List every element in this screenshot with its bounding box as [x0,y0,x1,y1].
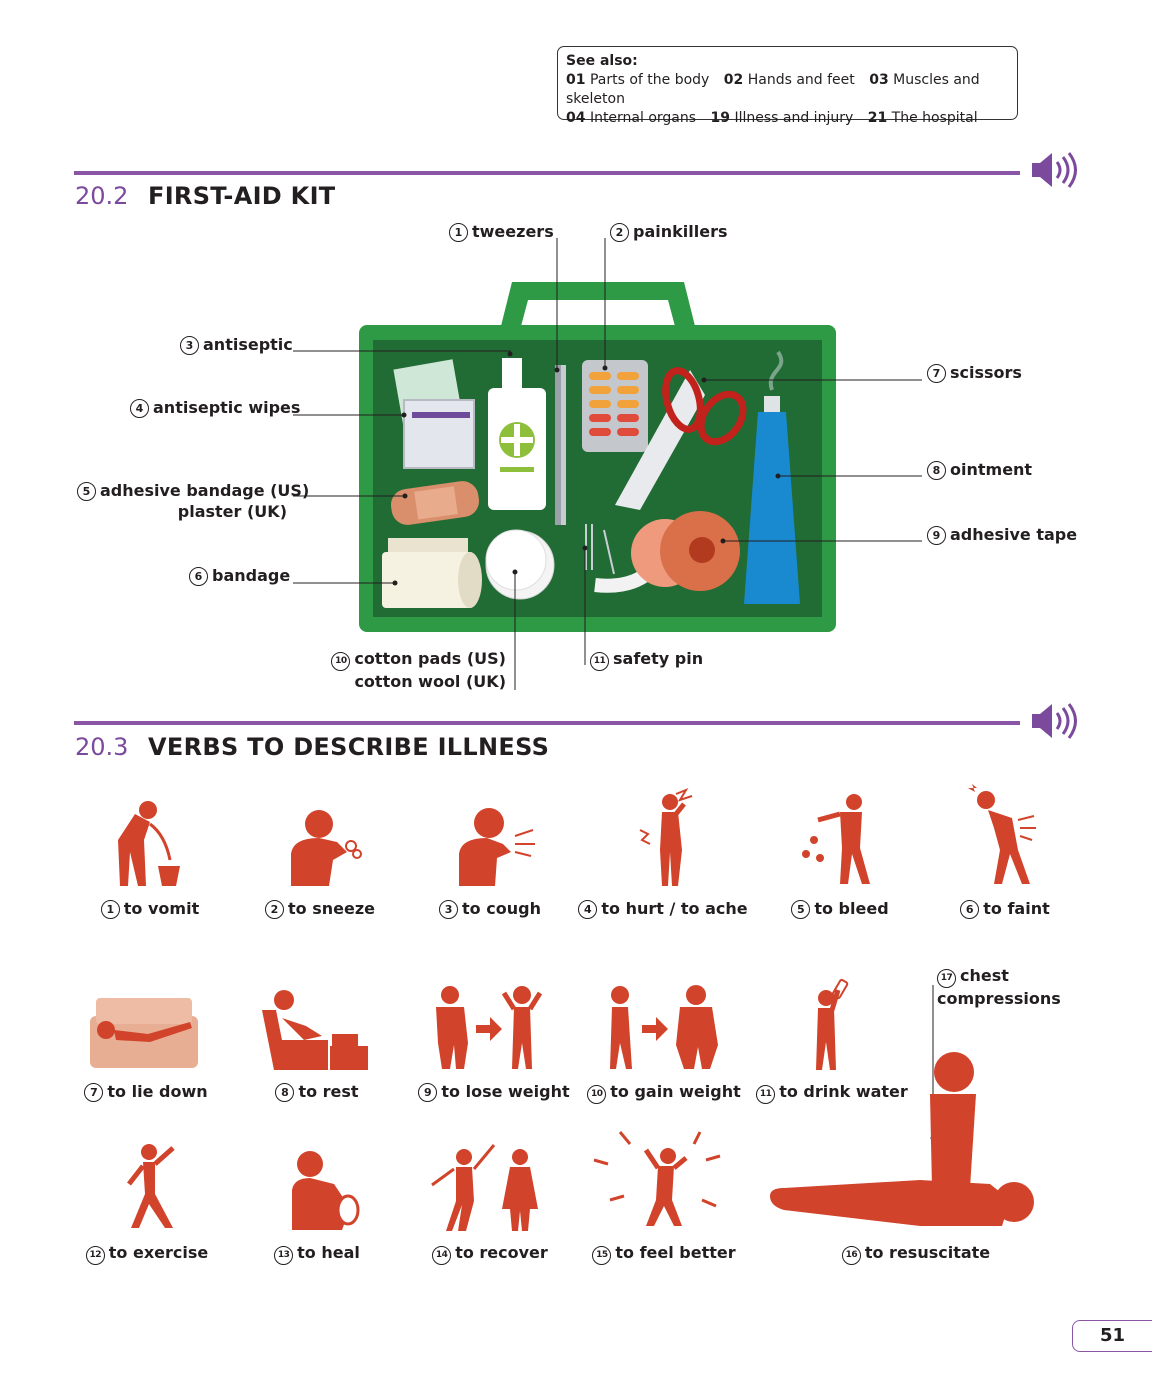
verb-label-recover: 14 to recover [410,1243,570,1265]
see-also-box: See also: 01 Parts of the body 02 Hands … [557,46,1018,126]
verb-label-feel-better: 15 to feel better [578,1243,750,1265]
section-number: 20.3 [75,733,129,761]
speaker-icon[interactable] [1032,152,1077,188]
verb-label-exercise: 12 to exercise [67,1243,227,1265]
section-number: 20.2 [75,182,129,210]
see-also-row-2: 04 Internal organs 19 Illness and injury… [566,109,1009,128]
verb-label-hurt: 4 to hurt / to ache [577,899,749,919]
section-divider [74,171,1020,175]
section-title: VERBS TO DESCRIBE ILLNESS [148,733,550,761]
section-title: FIRST-AID KIT [148,182,336,210]
verb-pictograms [90,784,1036,1231]
kit-label-scissors: 7 scissors [927,362,1022,383]
verb-label-chest-compressions: 17 chest compressions [937,966,1061,1008]
first-aid-kit-illustration [359,282,836,632]
speaker-icon[interactable] [1032,703,1077,739]
see-also-link[interactable]: 21 The hospital [867,110,978,126]
see-also-row-1: 01 Parts of the body 02 Hands and feet 0… [566,71,1009,109]
verb-label-gain-weight: 10 to gain weight [578,1082,750,1104]
kit-label-tweezers: 1 tweezers [449,221,554,242]
verb-label-heal: 13 to heal [237,1243,397,1265]
verb-label-lie-down: 7 to lie down [66,1082,226,1102]
kit-label-safety-pin: 11 safety pin [590,648,703,671]
see-also-link[interactable]: 02 Hands and feet [723,72,855,88]
page-number: 51 [1072,1320,1152,1352]
verb-label-rest: 8 to rest [237,1082,397,1102]
see-also-title: See also: [566,53,638,69]
kit-label-bandage: 6 bandage [189,565,290,586]
see-also-link[interactable]: 19 Illness and injury [710,110,854,126]
verb-label-cough: 3 to cough [410,899,570,919]
verb-label-drink-water: 11 to drink water [752,1082,912,1104]
verb-label-bleed: 5 to bleed [760,899,920,919]
kit-label-antiseptic-wipes: 4 antiseptic wipes [130,397,300,418]
kit-label-painkillers: 2 painkillers [610,221,727,242]
see-also-link[interactable]: 01 Parts of the body [566,72,710,88]
verb-label-lose-weight: 9 to lose weight [408,1082,580,1102]
see-also-link[interactable]: 03 Muscles and skeleton [566,72,980,107]
verb-label-vomit: 1 to vomit [70,899,230,919]
verb-label-resuscitate: 16 to resuscitate [826,1243,1006,1265]
verb-label-faint: 6 to faint [925,899,1085,919]
kit-label-ointment: 8 ointment [927,459,1032,480]
kit-label-adhesive-tape: 9 adhesive tape [927,524,1077,545]
kit-label-antiseptic: 3 antiseptic [180,334,293,355]
kit-label-cotton-pads: 10 cotton pads (US) cotton wool (UK) [300,648,506,692]
see-also-link[interactable]: 04 Internal organs [566,110,697,126]
verb-label-sneeze: 2 to sneeze [240,899,400,919]
section-divider [74,721,1020,725]
kit-label-adhesive-bandage: 5 adhesive bandage (US) plaster (UK) [77,480,309,522]
